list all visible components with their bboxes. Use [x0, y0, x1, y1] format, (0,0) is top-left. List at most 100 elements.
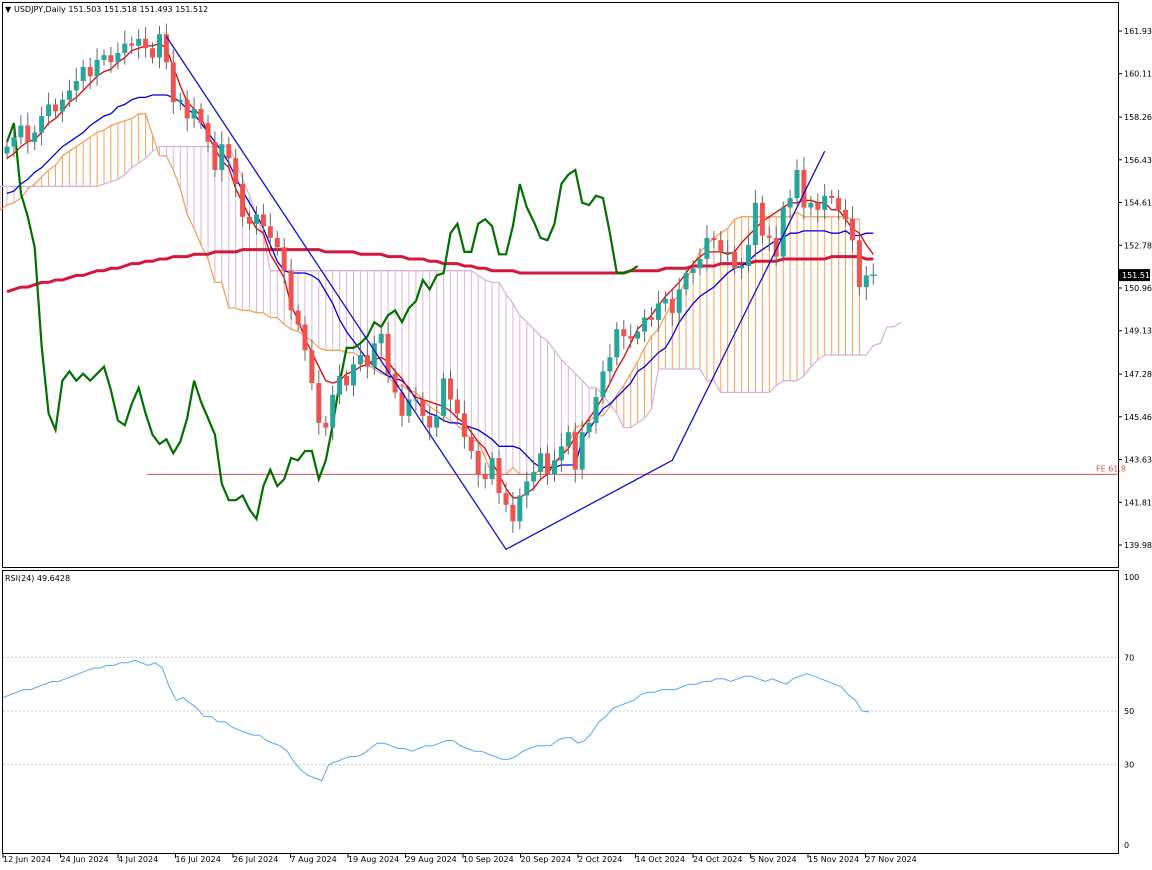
candle-body — [739, 266, 745, 269]
candle-body — [344, 376, 350, 386]
candle-body — [600, 371, 606, 398]
chikou-span-line — [5, 122, 639, 522]
candle-body — [579, 432, 585, 470]
price-axis: 161.935 160.110 158.260 156.435 154.610 152.7… — [869, 27, 1152, 550]
candle-body — [46, 104, 52, 117]
candle-body — [558, 446, 564, 461]
candle-body — [496, 458, 502, 494]
candle-body — [461, 413, 467, 437]
candle-body — [295, 310, 301, 325]
candle-body — [191, 109, 197, 119]
candle-body — [247, 216, 252, 224]
candle-body — [281, 247, 287, 271]
price-tick-label: 150.960 — [1124, 284, 1152, 293]
candle-body — [122, 43, 128, 53]
price-tick-label: 141.810 — [1124, 498, 1152, 507]
candle-body — [309, 350, 315, 384]
candle-body — [683, 273, 689, 290]
candle-body — [503, 493, 509, 505]
candle-body — [59, 99, 65, 112]
time-tick-label: 14 Oct 2024 — [636, 855, 685, 864]
candle-body — [863, 275, 869, 288]
candle-body — [642, 317, 648, 332]
candle-body — [808, 202, 814, 208]
candle-body — [607, 357, 613, 372]
candle-body — [718, 240, 724, 252]
candle-body — [18, 125, 24, 138]
main-panel-frame — [2, 2, 1119, 568]
candle-body — [87, 66, 93, 77]
candle-body — [378, 333, 384, 344]
time-tick-label: 12 Jun 2024 — [3, 855, 51, 864]
candle-body — [115, 52, 121, 63]
candle-body — [267, 226, 273, 238]
time-tick-label: 29 Aug 2024 — [406, 855, 457, 864]
price-tick-label: 152.785 — [1124, 241, 1152, 250]
price-tick-label: 160.110 — [1124, 70, 1152, 79]
candle-body — [725, 251, 731, 253]
candle-body — [25, 125, 31, 142]
candle-body — [212, 141, 218, 170]
candle-body — [690, 268, 696, 273]
candle-body — [614, 329, 620, 358]
candle-body — [177, 99, 183, 102]
rsi-tick-label: 0 — [1124, 841, 1129, 850]
candle-body — [39, 116, 45, 133]
candle-body — [274, 237, 280, 248]
candle-body — [732, 251, 738, 269]
candle-body — [635, 331, 641, 339]
candle-body — [129, 43, 135, 46]
candle-body — [850, 219, 855, 241]
candle-body — [441, 378, 447, 416]
candle-body — [448, 378, 453, 400]
candle-body — [593, 397, 599, 423]
kijun-sen-line — [6, 94, 874, 469]
price-tick-label: 139.985 — [1124, 541, 1152, 550]
time-tick-label: 7 Aug 2024 — [291, 855, 337, 864]
candle-body — [226, 144, 232, 159]
candle-body — [746, 244, 751, 266]
candles-layer — [4, 23, 876, 533]
candle-body — [822, 195, 828, 210]
candle-body — [399, 392, 405, 416]
candle-body — [676, 289, 682, 313]
tenkan-sen-line — [6, 42, 874, 499]
rsi-line — [2, 659, 870, 782]
candle-body — [482, 474, 488, 480]
candle-body — [545, 453, 550, 475]
candle-body — [357, 355, 363, 365]
candle-body — [184, 99, 190, 119]
last-price-tag — [1119, 269, 1150, 282]
time-tick-label: 26 Jul 2024 — [233, 855, 278, 864]
candle-body — [157, 34, 162, 58]
candle-body — [163, 34, 169, 63]
candle-body — [254, 214, 259, 224]
candle-body — [150, 48, 155, 58]
symbol-title: USDJPY,Daily 151.503 151.518 151.493 151… — [14, 5, 208, 14]
candle-body — [586, 422, 592, 433]
candle-body — [621, 329, 627, 337]
candle-body — [649, 317, 654, 320]
rsi-tick-label: 100 — [1124, 573, 1139, 582]
fe-level-label: FE 61.8 — [1096, 464, 1126, 473]
candle-body — [655, 303, 661, 320]
candle-body — [94, 59, 100, 77]
rsi-layer: 100 70 50 30 0 — [2, 573, 1139, 850]
candle-body — [101, 55, 107, 60]
fe-level-layer: FE 61.8 — [147, 464, 1126, 475]
price-tick-label: 145.460 — [1124, 413, 1152, 422]
symbol-title-arrow[interactable]: ▼ — [5, 5, 12, 14]
candle-body — [552, 460, 557, 475]
candle-body — [704, 237, 710, 259]
candle-body — [759, 202, 765, 236]
candle-body — [260, 214, 266, 227]
candle-body — [32, 132, 38, 142]
rsi-tick-label: 70 — [1124, 653, 1134, 662]
candle-body — [53, 104, 58, 112]
candle-body — [836, 198, 842, 210]
time-tick-label: 20 Sep 2024 — [521, 855, 572, 864]
candle-body — [233, 158, 239, 185]
candle-body — [489, 458, 495, 480]
candle-body — [66, 90, 72, 100]
